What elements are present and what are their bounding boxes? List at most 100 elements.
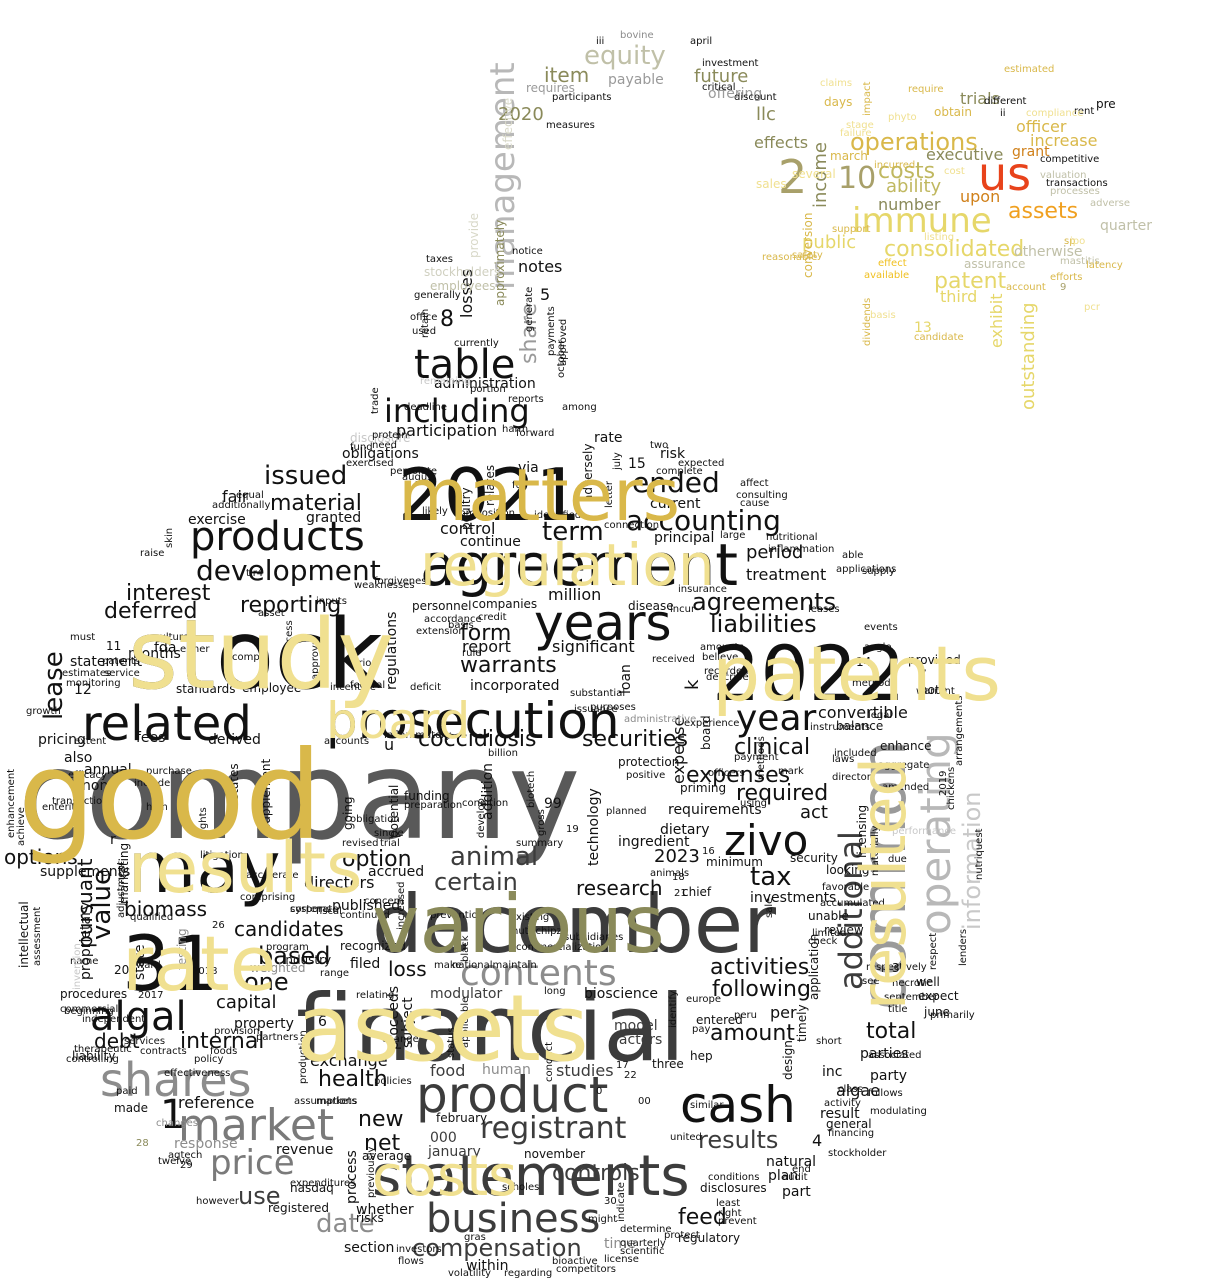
- cloud-word: proceeds: [386, 986, 402, 1050]
- cloud-word: tlr4: [246, 568, 263, 579]
- cloud-word: assessment: [32, 907, 43, 966]
- cloud-word: october: [556, 339, 567, 378]
- cloud-word: supply: [862, 566, 895, 577]
- cloud-word: able: [842, 550, 863, 561]
- cloud-word: material: [270, 491, 362, 516]
- cloud-word: stock: [128, 599, 383, 711]
- cloud-word: existing: [510, 912, 549, 923]
- cloud-word: investments: [750, 890, 836, 906]
- cloud-word: phyto: [888, 112, 917, 123]
- cloud-word: related: [82, 696, 252, 752]
- cloud-word: harm: [502, 424, 528, 435]
- cloud-word: 1: [160, 1092, 185, 1138]
- cloud-word: laws: [832, 754, 854, 765]
- cloud-word: raise: [140, 548, 164, 559]
- cloud-word: remaining: [420, 376, 471, 387]
- cloud-word: one: [244, 968, 289, 996]
- cloud-word: securities: [582, 727, 688, 752]
- cloud-word: 5: [540, 285, 550, 304]
- cloud-word: likely: [422, 506, 448, 517]
- cloud-word: culture: [154, 632, 189, 643]
- cloud-word: requirements: [668, 802, 762, 818]
- cloud-word: note: [920, 683, 947, 697]
- cloud-word: plan: [768, 1168, 798, 1184]
- cloud-word: high: [146, 802, 168, 813]
- cloud-word: basis: [870, 310, 896, 321]
- cloud-word: growth: [26, 706, 61, 717]
- cloud-word: fund: [350, 442, 373, 453]
- cloud-word: equity: [584, 41, 666, 71]
- cloud-word: latency: [1086, 260, 1123, 271]
- cloud-word: april: [690, 36, 712, 47]
- cloud-word: purchase: [146, 766, 192, 777]
- cloud-word: current: [650, 496, 701, 512]
- cloud-word: march: [830, 149, 868, 163]
- cloud-word: name: [70, 956, 98, 967]
- cloud-word: marketing: [117, 843, 131, 904]
- cloud-word: corporate: [290, 904, 339, 915]
- cloud-word: efficacy: [68, 770, 107, 781]
- cloud-word: director: [832, 772, 872, 783]
- cloud-word: act: [800, 802, 828, 823]
- cloud-word: accounts: [324, 736, 369, 747]
- cloud-word: primarily: [930, 1010, 975, 1021]
- cloud-word: dietary: [660, 822, 710, 838]
- cloud-word: intellectual: [17, 901, 31, 968]
- cloud-word: markets: [316, 1096, 357, 1107]
- cloud-word: access: [284, 620, 295, 654]
- cloud-word: quarterly: [620, 1238, 666, 1249]
- cloud-word: positive: [626, 770, 665, 781]
- cloud-word: payments: [546, 306, 557, 356]
- cloud-word: consulting: [736, 490, 788, 501]
- cloud-word: agtech: [168, 1150, 202, 1161]
- cloud-word: administration: [434, 376, 536, 392]
- cloud-word: develop: [476, 798, 487, 838]
- cloud-word: effectiveness: [164, 1068, 230, 1079]
- cloud-word: agreement: [420, 531, 738, 599]
- cloud-word: range: [320, 968, 349, 979]
- cloud-word: stockholder: [828, 1148, 887, 1159]
- cloud-word: total: [866, 1019, 916, 1044]
- cloud-word: income: [810, 142, 831, 208]
- cloud-word: participants: [552, 92, 612, 103]
- cloud-word: foods: [210, 1046, 237, 1057]
- cloud-word: inc: [822, 1064, 842, 1080]
- cloud-word: two: [650, 440, 668, 451]
- cloud-word: 22: [624, 1070, 637, 1081]
- cloud-word: follows: [868, 1088, 903, 1099]
- cloud-word: treatment: [746, 565, 826, 584]
- cloud-word: similar: [690, 1100, 724, 1111]
- cloud-word: subsidiaries: [564, 932, 623, 943]
- cloud-word: federal: [350, 680, 385, 691]
- cloud-word: partners: [256, 1032, 298, 1043]
- cloud-word: long: [544, 986, 566, 997]
- cloud-word: feed: [678, 1205, 727, 1230]
- cloud-word: ability: [886, 176, 942, 197]
- cloud-word: immune: [852, 201, 992, 241]
- cloud-word: human: [482, 1062, 531, 1078]
- cloud-word: pursuant: [73, 858, 97, 948]
- cloud-word: additionally: [212, 500, 270, 511]
- cloud-word: arrangements: [954, 695, 965, 766]
- cloud-word: candidates: [234, 917, 344, 941]
- cloud-word: incentive: [330, 682, 376, 693]
- cloud-word: personnel: [412, 599, 471, 613]
- cloud-word: reporting: [240, 593, 341, 618]
- cloud-word: limited: [812, 928, 847, 939]
- cloud-word: events: [864, 622, 898, 633]
- cloud-word: proprietary: [78, 902, 94, 980]
- cloud-word: natural: [766, 1154, 816, 1170]
- cloud-word: 2021: [398, 453, 581, 537]
- cloud-word: impact: [862, 82, 873, 116]
- cloud-word: costs: [372, 1144, 517, 1209]
- cloud-word: gras: [464, 1232, 486, 1243]
- cloud-word: determine: [620, 1224, 672, 1235]
- cloud-word: section: [344, 1240, 394, 1256]
- cloud-word: equal: [236, 490, 264, 501]
- cloud-word: amount: [710, 1021, 795, 1046]
- cloud-word: factors: [614, 1032, 662, 1048]
- cloud-word: executive: [926, 145, 1003, 164]
- cloud-word: 13: [914, 320, 932, 336]
- cloud-word: mastitis: [1060, 256, 1100, 267]
- cloud-word: obligation: [350, 814, 400, 825]
